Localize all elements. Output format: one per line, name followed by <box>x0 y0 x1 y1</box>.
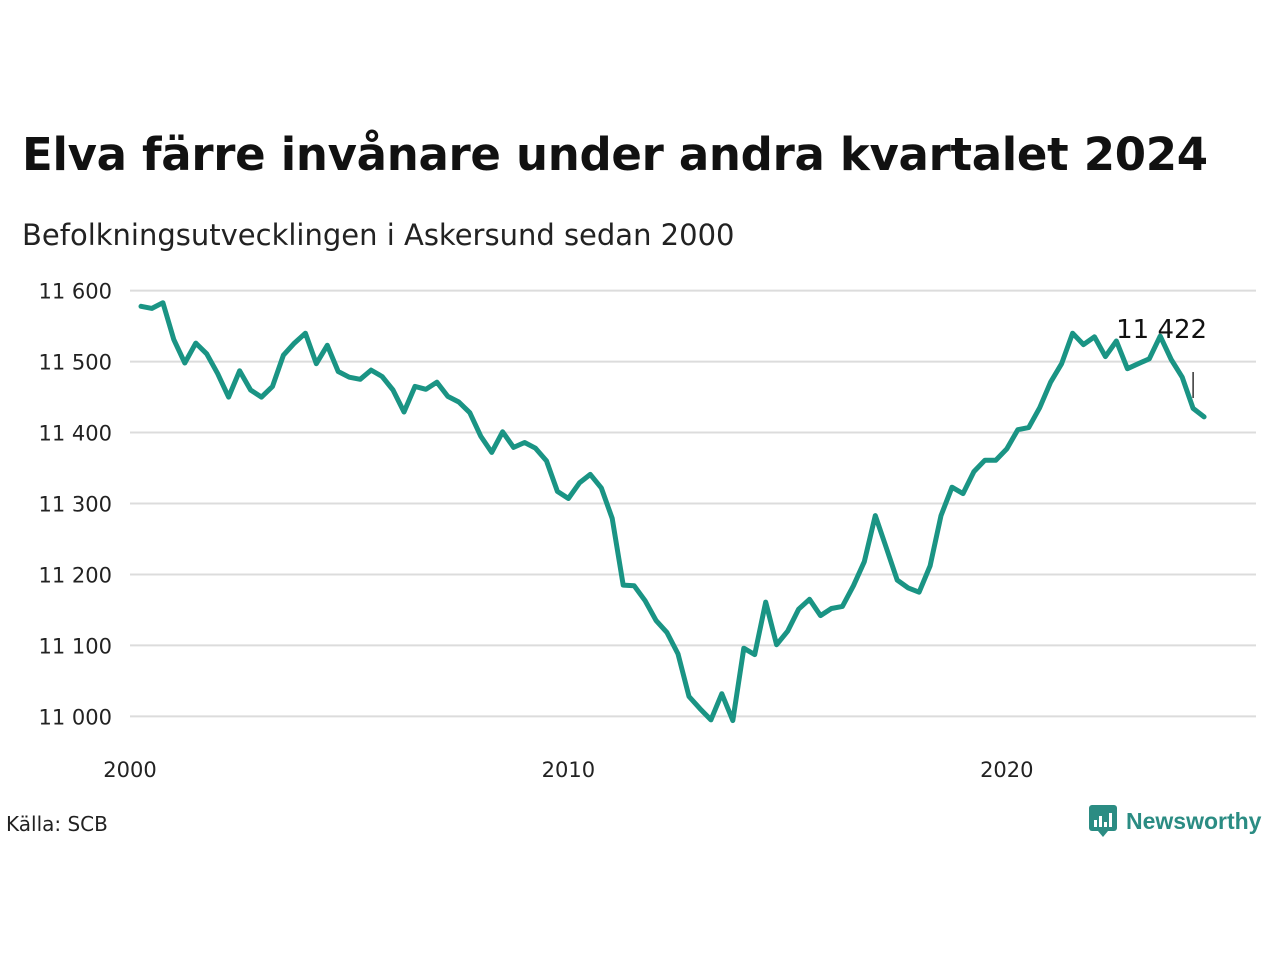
y-tick-label: 11 600 <box>39 280 112 304</box>
series-line <box>138 300 1207 724</box>
y-tick-label: 11 100 <box>39 634 112 658</box>
x-tick-label: 2020 <box>980 758 1033 782</box>
x-tick-label: 2000 <box>103 758 156 782</box>
annotation-label: 11 422 <box>1116 315 1207 345</box>
chart-subtitle: Befolkningsutvecklingen i Askersund seda… <box>22 218 735 252</box>
y-tick-label: 11 000 <box>39 705 112 729</box>
chart-title: Elva färre invånare under andra kvartale… <box>22 128 1208 181</box>
y-tick-label: 11 200 <box>39 563 112 587</box>
brand-name: Newsworthy <box>1126 807 1262 834</box>
y-tick-label: 11 300 <box>39 493 112 517</box>
source-note: Källa: SCB <box>6 812 108 836</box>
y-tick-label: 11 400 <box>39 422 112 446</box>
x-tick-label: 2010 <box>542 758 595 782</box>
brand-logo[interactable]: Newsworthy <box>1088 804 1261 838</box>
y-tick-label: 11 500 <box>39 351 112 375</box>
newsworthy-logo-icon <box>1089 805 1117 837</box>
